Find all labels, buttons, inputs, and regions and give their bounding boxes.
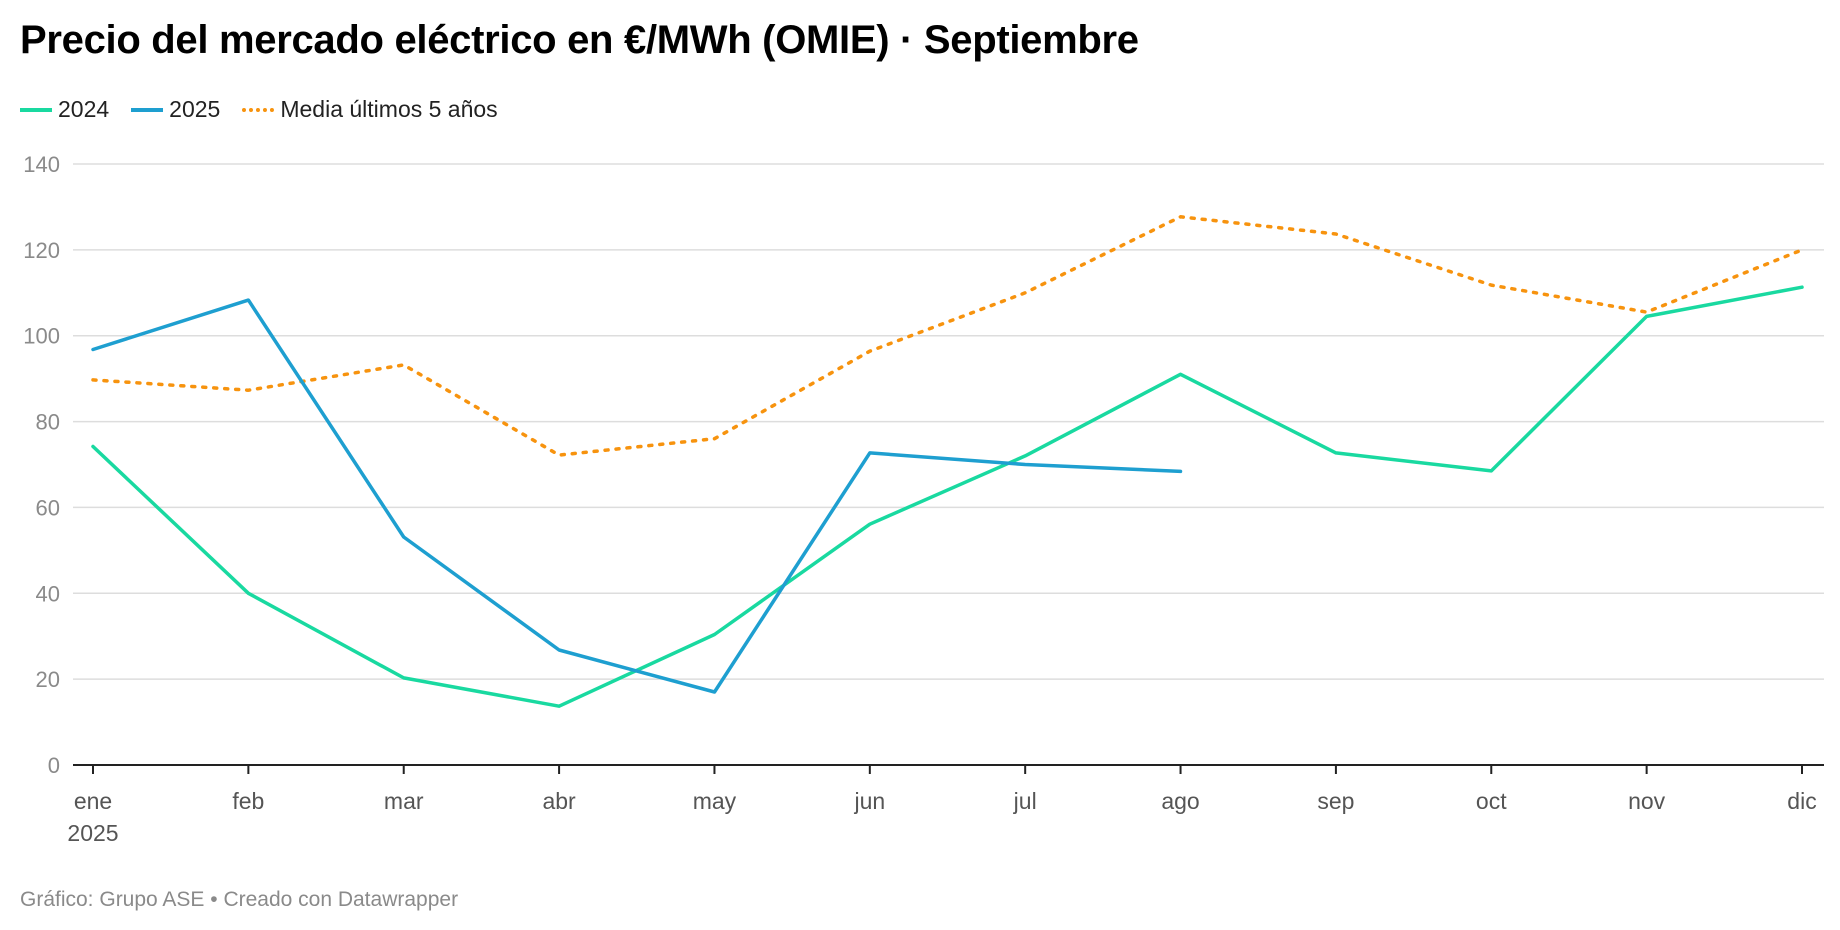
chart-legend: 2024 2025 Media últimos 5 años [20, 96, 520, 123]
series-line-2024 [91, 285, 1804, 708]
legend-swatch-2025 [131, 107, 164, 112]
legend-swatch-media [242, 107, 275, 112]
x-tick-label-abr: abr [542, 788, 576, 814]
x-tick-label-feb: feb [232, 788, 264, 814]
x-tick-label-may: may [693, 788, 737, 814]
x-tick-label-dic: dic [1787, 788, 1816, 814]
legend-item-media: Media últimos 5 años [242, 96, 498, 123]
x-tick-label-ene: ene [74, 788, 112, 814]
y-tick-label-20: 20 [36, 667, 60, 692]
chart-footer: Gráfico: Grupo ASE • Creado con Datawrap… [20, 888, 459, 911]
series-line-2025 [91, 298, 1183, 694]
x-tick-label-nov: nov [1628, 788, 1666, 814]
y-tick-label-60: 60 [36, 495, 60, 520]
legend-item-2025: 2025 [131, 96, 220, 123]
legend-label-2025: 2025 [169, 96, 221, 122]
legend-label-media: Media últimos 5 años [280, 96, 498, 122]
y-tick-label-80: 80 [36, 410, 60, 435]
x-tick-label-mar: mar [384, 788, 424, 814]
legend-swatch-2024 [20, 107, 52, 112]
y-tick-label-100: 100 [23, 324, 60, 349]
legend-item-2024: 2024 [20, 96, 109, 123]
y-tick-label-0: 0 [48, 753, 60, 778]
y-tick-label-120: 120 [23, 238, 60, 263]
x-year-label: 2025 [67, 820, 118, 846]
y-tick-label-140: 140 [23, 152, 60, 177]
x-tick-label-sep: sep [1317, 788, 1354, 814]
x-tick-label-ago: ago [1161, 788, 1199, 814]
legend-label-2024: 2024 [58, 96, 110, 122]
x-tick-label-oct: oct [1476, 788, 1507, 814]
x-tick-label-jun: jun [853, 788, 885, 814]
series-line-media-últimos-5-años [91, 215, 1804, 457]
y-tick-label-40: 40 [36, 581, 60, 606]
x-tick-label-jul: jul [1013, 788, 1037, 814]
chart-title: Precio del mercado eléctrico en €/MWh (O… [20, 18, 1139, 62]
